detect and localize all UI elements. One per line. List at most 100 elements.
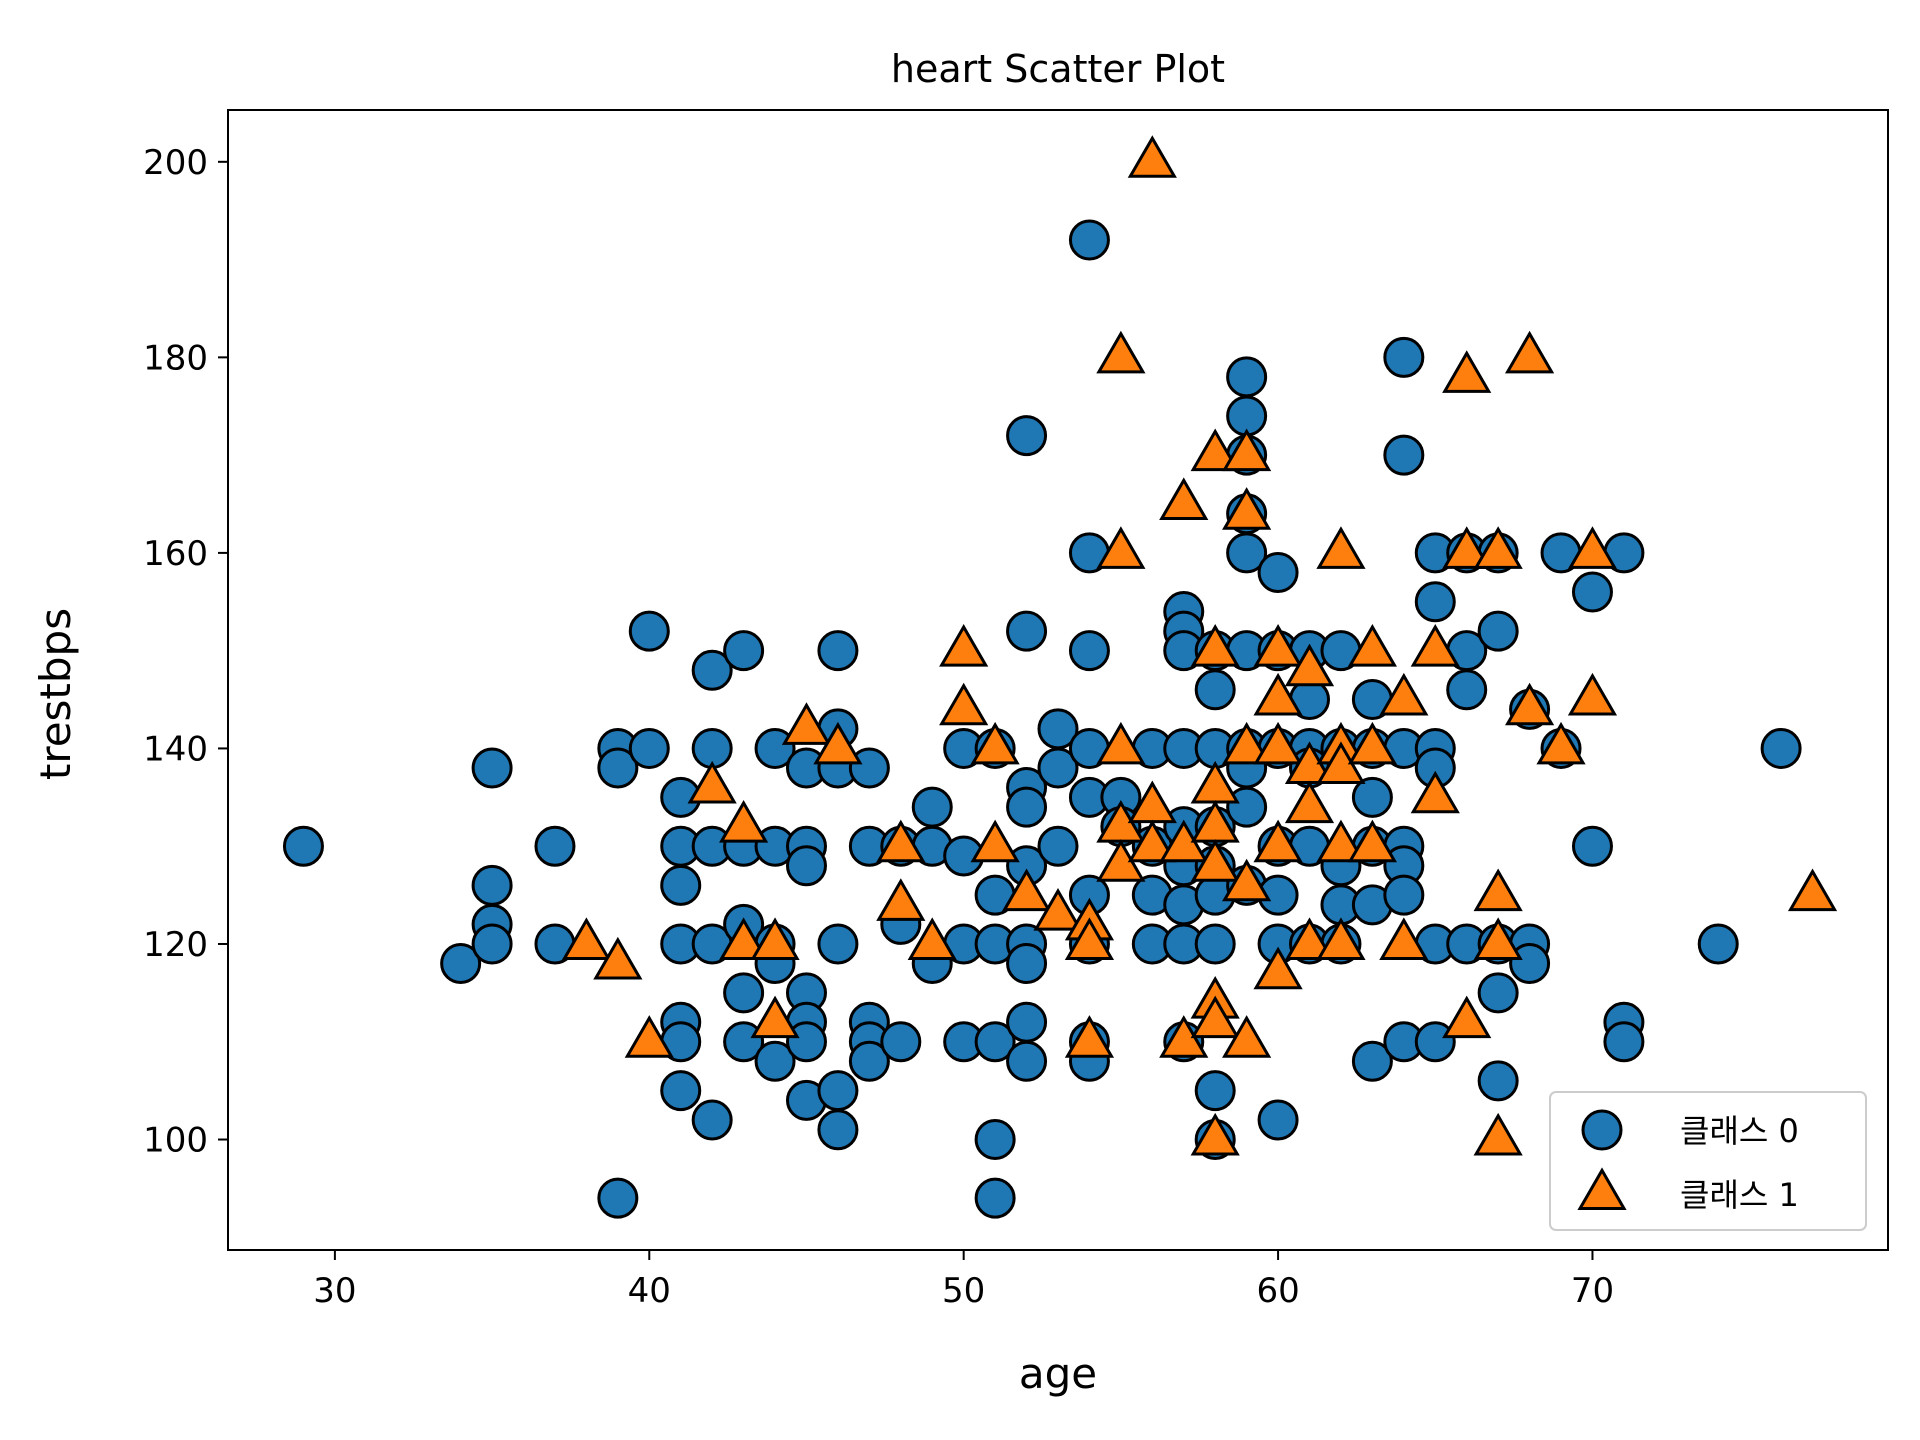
point-class1 [970, 721, 1020, 765]
point-class1 [1347, 624, 1397, 667]
point-class0 [1006, 610, 1048, 652]
point-class1 [719, 800, 769, 843]
point-class1 [1442, 995, 1492, 1039]
point-class1 [1222, 487, 1272, 530]
point-class0 [628, 610, 670, 652]
point-class1 [1316, 819, 1366, 863]
point-class0 [597, 747, 639, 789]
point-class1 [1473, 1112, 1523, 1156]
point-class0 [1697, 923, 1739, 965]
point-class0 [1571, 571, 1613, 613]
point-class1 [1442, 526, 1492, 569]
point-class0 [1194, 1070, 1236, 1112]
point-class1 [1473, 917, 1523, 960]
legend-marker-class0 [1581, 1109, 1623, 1151]
point-class1 [1253, 721, 1303, 765]
point-class1 [1567, 526, 1618, 569]
x-axis-label: age [1019, 1349, 1097, 1398]
point-class0 [597, 1177, 639, 1219]
x-tick-label: 40 [628, 1271, 671, 1311]
point-class0 [471, 923, 513, 965]
point-class1 [1127, 819, 1177, 863]
point-class0 [817, 1109, 859, 1151]
point-class0 [282, 825, 324, 867]
point-class0 [817, 923, 859, 965]
point-class0 [1226, 786, 1268, 828]
point-class0 [785, 1021, 827, 1063]
y-tick-label: 120 [143, 925, 208, 965]
axes-layer: 30 40 50 60 70 100 120 140 160 180 200 [143, 109, 1889, 1311]
point-class0 [534, 825, 576, 867]
point-class0 [1477, 1060, 1519, 1102]
point-class0 [1509, 943, 1551, 985]
point-class0 [1006, 415, 1048, 457]
point-class0 [911, 786, 953, 828]
points-layer [282, 135, 1838, 1219]
point-class1 [1347, 721, 1397, 765]
point-class0 [1006, 1040, 1048, 1082]
point-class1 [1253, 946, 1303, 990]
point-class1 [1127, 135, 1177, 178]
y-tick-label: 180 [143, 338, 208, 378]
point-class1 [781, 702, 832, 745]
point-class0 [660, 864, 702, 906]
point-class0 [628, 727, 670, 769]
point-class0 [1383, 336, 1425, 378]
point-class0 [723, 972, 765, 1014]
x-tick-label: 60 [1256, 1271, 1299, 1311]
point-class0 [471, 864, 513, 906]
point-class1 [1284, 643, 1335, 687]
point-class1 [1347, 819, 1397, 863]
point-class1 [1284, 917, 1335, 960]
point-class0 [1194, 669, 1236, 711]
point-class1 [1096, 721, 1146, 765]
point-class0 [848, 747, 890, 789]
y-tick-label: 200 [143, 143, 208, 183]
point-class0 [1068, 219, 1110, 261]
point-class1 [1379, 672, 1429, 716]
y-tick-label: 100 [143, 1121, 208, 1161]
point-class0 [1477, 610, 1519, 652]
point-class0 [1006, 786, 1048, 828]
point-class1 [939, 624, 989, 667]
point-class1 [907, 917, 957, 960]
point-class1 [1190, 624, 1240, 667]
point-class1 [1504, 330, 1555, 374]
point-class0 [848, 1040, 890, 1082]
point-class1 [750, 995, 800, 1039]
point-class1 [970, 819, 1020, 863]
point-class0 [660, 1070, 702, 1112]
point-class1 [561, 917, 612, 960]
point-class1 [1567, 672, 1618, 716]
point-class0 [817, 1070, 859, 1112]
y-tick-label: 160 [143, 534, 208, 574]
point-class1 [1222, 721, 1272, 765]
legend-box [1549, 1091, 1867, 1231]
point-class0 [1603, 1021, 1645, 1063]
point-class1 [1001, 868, 1052, 912]
x-tick-label: 30 [313, 1271, 356, 1311]
point-class0 [1194, 923, 1236, 965]
point-class0 [1414, 1021, 1456, 1063]
point-class0 [974, 1021, 1016, 1063]
point-class1 [876, 878, 926, 921]
point-class1 [1222, 428, 1272, 472]
point-class0 [1257, 1099, 1299, 1141]
point-class1 [1473, 868, 1523, 912]
plot-frame [227, 109, 1889, 1251]
point-class1 [1536, 721, 1586, 765]
point-class0 [1414, 581, 1456, 623]
point-class0 [1446, 669, 1488, 711]
point-class1 [624, 1015, 674, 1058]
legend-label: 클래스 1 [1680, 1176, 1799, 1214]
point-class1 [813, 721, 863, 765]
point-class1 [1410, 770, 1460, 814]
point-class1 [1253, 819, 1303, 863]
legend: 클래스 0 클래스 1 [1549, 1091, 1867, 1231]
point-class0 [1006, 943, 1048, 985]
point-class0 [754, 1040, 796, 1082]
point-class1 [1316, 917, 1366, 960]
point-class1 [1316, 526, 1366, 569]
point-class1 [1190, 995, 1240, 1039]
